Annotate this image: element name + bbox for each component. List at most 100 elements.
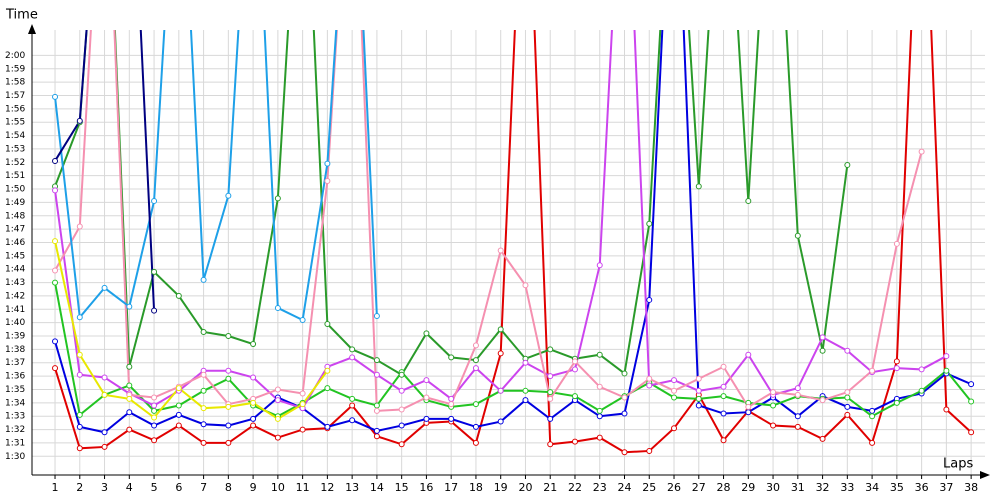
data-point [794,232,801,239]
data-point [571,438,578,445]
data-point [695,183,702,190]
data-point [151,198,158,205]
data-point [893,399,900,406]
data-point [76,351,83,358]
data-point [175,422,182,429]
data-point [373,357,380,364]
data-point [274,304,281,311]
data-point [200,421,207,428]
x-tick-label: 28 [717,481,731,494]
y-tick-label: 1:56 [5,104,25,114]
y-tick-label: 1:48 [5,211,25,221]
data-point [918,148,925,155]
data-point [200,371,207,378]
data-point [943,406,950,413]
data-point [225,375,232,382]
data-point [893,240,900,247]
data-point [423,330,430,337]
data-point [571,393,578,400]
data-point [299,316,306,323]
data-point [398,441,405,448]
data-point [101,443,108,450]
data-point [225,439,232,446]
data-point [448,354,455,361]
x-tick-label: 2 [76,481,83,494]
x-tick-label: 18 [469,481,483,494]
data-point [250,422,257,429]
data-point [621,449,628,456]
data-point [324,423,331,430]
data-point [250,341,257,348]
data-point [126,303,133,310]
data-point [76,117,83,124]
y-tick-label: 1:58 [5,78,25,88]
data-point [695,402,702,409]
data-point [274,434,281,441]
data-point [448,401,455,408]
data-point [398,371,405,378]
x-tick-label: 20 [518,481,532,494]
data-point [76,223,83,230]
data-point [151,437,158,444]
data-point [101,429,108,436]
data-point [274,195,281,202]
data-point [349,346,356,353]
data-point [349,395,356,402]
data-point [472,357,479,364]
data-point [720,363,727,370]
data-point [844,403,851,410]
data-point [893,358,900,365]
data-point [76,314,83,321]
data-point [151,394,158,401]
data-point [175,411,182,418]
x-tick-label: 33 [840,481,854,494]
x-tick-label: 8 [225,481,232,494]
data-point [448,395,455,402]
data-point [349,354,356,361]
y-tick-label: 2:00 [5,51,25,61]
y-tick-label: 1:30 [5,452,25,462]
y-tick-label: 1:55 [5,118,25,128]
x-tick-label: 32 [816,481,830,494]
y-tick-label: 1:43 [5,278,25,288]
data-point [745,409,752,416]
series-line [54,30,156,311]
data-point [596,383,603,390]
data-point [472,401,479,408]
x-tick-label: 36 [915,481,929,494]
data-point [844,347,851,354]
x-tick-label: 1 [52,481,59,494]
data-point [869,407,876,414]
data-point [869,413,876,420]
data-point [819,397,826,404]
data-point [720,393,727,400]
data-point [968,398,975,405]
y-tick-label: 1:31 [5,438,25,448]
data-point [76,445,83,452]
data-point [250,374,257,381]
y-tick-label: 1:37 [5,358,25,368]
data-point [373,402,380,409]
data-point [250,415,257,422]
x-tick-label: 30 [766,481,780,494]
data-point [547,389,554,396]
data-point [151,402,158,409]
x-tick-label: 34 [865,481,879,494]
data-point [497,387,504,394]
data-point [671,394,678,401]
x-tick-label: 35 [890,481,904,494]
data-point [274,386,281,393]
data-point [968,429,975,436]
data-point [819,347,826,354]
y-tick-label: 1:46 [5,238,25,248]
data-point [522,359,529,366]
data-point [423,415,430,422]
y-tick-label: 1:50 [5,185,25,195]
data-point [225,333,232,340]
data-point [918,366,925,373]
data-point [621,410,628,417]
x-tick-label: 23 [593,481,607,494]
x-tick-label: 31 [791,481,805,494]
data-point [720,383,727,390]
